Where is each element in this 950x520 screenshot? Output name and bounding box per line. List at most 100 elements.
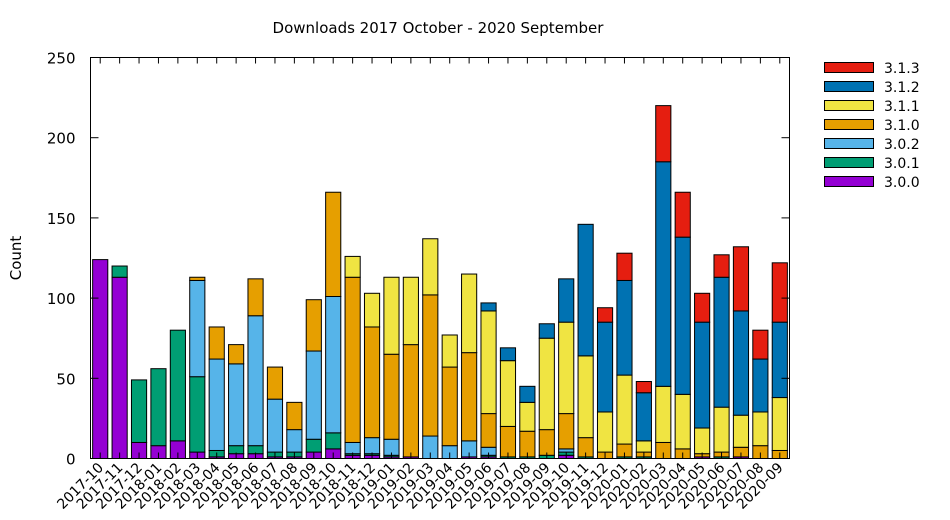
- bar-segment: [538, 323, 555, 339]
- bar-segment: [752, 411, 769, 447]
- bar-segment: [383, 276, 400, 355]
- bar-segment: [344, 255, 361, 278]
- bar-segment: [752, 329, 769, 360]
- bar-segment: [363, 292, 381, 328]
- bar-segment: [499, 425, 517, 458]
- legend-label: 3.1.3: [884, 61, 920, 77]
- bar-segment: [616, 374, 633, 445]
- bar-segment: [674, 393, 691, 450]
- legend-swatch: [824, 100, 874, 111]
- bar-segment: [286, 401, 303, 431]
- legend: 3.1.3 3.1.2 3.1.1 3.1.0 3.0.2 3.0.1 3.0.0: [824, 61, 920, 191]
- legend-label: 3.0.2: [884, 137, 920, 153]
- bar-segment: [558, 278, 575, 323]
- bar-segment: [402, 276, 419, 346]
- bar-segment: [130, 379, 148, 443]
- bar-segment: [111, 276, 128, 459]
- bar-segment: [228, 344, 245, 365]
- legend-label: 3.0.1: [884, 156, 920, 172]
- bar-segment: [519, 385, 536, 403]
- bar-segment: [189, 279, 206, 378]
- bar-segment: [732, 414, 750, 448]
- bar-segment: [596, 321, 614, 413]
- bar-segment: [286, 429, 303, 453]
- bar-segment: [655, 385, 672, 443]
- bar-segment: [189, 376, 206, 453]
- bar-segment: [655, 161, 672, 387]
- bar-segment: [480, 302, 497, 312]
- bar-segment: [305, 350, 322, 440]
- bar-segment: [480, 310, 497, 415]
- bars-layer: [92, 105, 788, 460]
- bar-segment: [674, 191, 691, 238]
- bar-segment: [111, 265, 128, 278]
- legend-swatch: [824, 138, 874, 149]
- bar-segment: [305, 438, 322, 453]
- bar-segment: [499, 360, 517, 427]
- bar-segment: [499, 347, 517, 362]
- bar-segment: [519, 401, 536, 432]
- legend-swatch: [824, 176, 874, 187]
- bar-segment: [461, 273, 478, 354]
- plot-frame: [90, 57, 790, 459]
- x-axis: 2017-102017-112017-122018-012018-022018-…: [54, 57, 787, 513]
- legend-swatch: [824, 81, 874, 92]
- legend-swatch: [824, 157, 874, 168]
- bar-segment: [577, 355, 594, 439]
- bar-segment: [635, 392, 652, 442]
- bar-segment: [732, 246, 750, 312]
- bar-segment: [732, 310, 750, 416]
- bar-segment: [635, 381, 652, 394]
- bar-segment: [402, 344, 419, 458]
- chart-title: Downloads 2017 October - 2020 September: [273, 19, 605, 37]
- y-tick-label: 200: [47, 130, 76, 148]
- bar-segment: [635, 440, 652, 453]
- bar-segment: [694, 292, 711, 323]
- bar-segment: [363, 437, 381, 455]
- bar-segment: [674, 236, 691, 395]
- bar-segment: [694, 321, 711, 429]
- bar-segment: [752, 358, 769, 413]
- bar-segment: [150, 368, 167, 447]
- y-axis: 0 50 100 150 200 250: [47, 50, 790, 469]
- bar-segment: [655, 105, 672, 163]
- bar-segment: [325, 432, 342, 450]
- bar-segment: [616, 252, 633, 281]
- bar-segment: [266, 366, 284, 400]
- legend-label: 3.1.2: [884, 80, 920, 96]
- bar-segment: [596, 307, 614, 323]
- bar-segment: [422, 294, 439, 437]
- bar-segment: [325, 191, 342, 298]
- bar-segment: [441, 334, 458, 368]
- bar-segment: [596, 411, 614, 453]
- bar-segment: [247, 278, 264, 317]
- bar-segment: [247, 315, 264, 447]
- legend-label: 3.0.0: [884, 175, 920, 191]
- bar-segment: [538, 429, 555, 456]
- bar-segment: [577, 223, 594, 357]
- bar-segment: [169, 329, 186, 442]
- legend-swatch: [824, 119, 874, 130]
- bar-segment: [228, 363, 245, 447]
- legend-label: 3.1.1: [884, 99, 920, 115]
- bar-segment: [189, 276, 206, 281]
- bar-segment: [383, 353, 400, 440]
- bar-segment: [616, 279, 633, 376]
- bar-segment: [344, 441, 361, 455]
- y-tick-label: 100: [47, 290, 76, 308]
- bar-segment: [208, 358, 225, 451]
- bar-segment: [305, 299, 322, 352]
- y-axis-label: Count: [7, 236, 25, 281]
- y-tick-label: 0: [66, 451, 76, 469]
- bar-segment: [713, 254, 730, 278]
- y-tick-label: 50: [56, 370, 75, 388]
- bar-segment: [92, 259, 109, 459]
- bar-segment: [771, 321, 788, 399]
- legend-label: 3.1.0: [884, 118, 920, 134]
- bar-segment: [344, 276, 361, 443]
- y-tick-label: 250: [47, 50, 76, 68]
- bar-segment: [558, 321, 575, 415]
- bar-segment: [480, 413, 497, 448]
- bar-segment: [558, 413, 575, 450]
